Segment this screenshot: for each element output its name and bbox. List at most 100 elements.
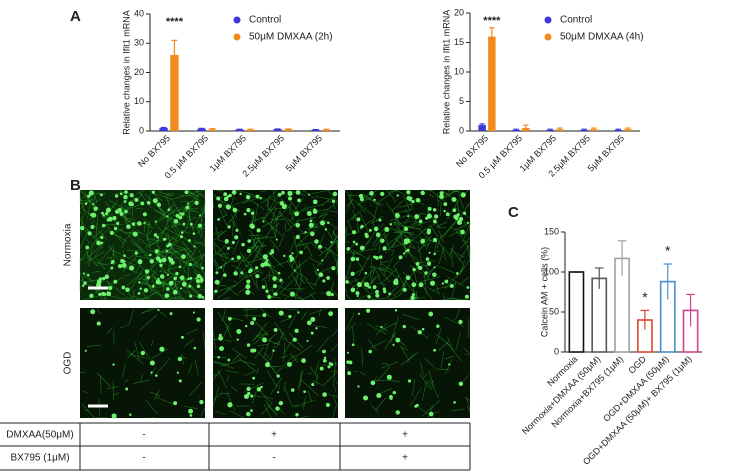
neurite [153,209,170,219]
neurite [262,342,270,360]
cell-body [262,220,265,223]
cell-body [87,194,91,198]
neurite [231,386,238,392]
neurite [279,274,299,295]
cell-body [427,228,431,233]
neurite [139,192,152,208]
neurite [400,345,409,360]
cell-body [236,338,239,341]
cell-body [217,203,223,208]
neurite [451,281,457,299]
cell-body [332,191,338,197]
y-axis-label: Relative changes in Ifit1 mRNA [121,10,131,135]
cell-body [239,192,242,196]
neurite [151,340,154,347]
cell-body [122,260,126,263]
neurite [188,189,200,196]
cell-body [277,192,282,197]
neurite [159,189,162,193]
neurite [444,192,451,197]
cell-body [346,360,350,364]
neurite [429,223,439,238]
neurite [263,403,272,419]
cell-body [295,190,301,195]
neurite [375,322,388,336]
cell-body [236,255,241,260]
cell-body [352,230,357,235]
neurite [315,360,320,375]
neurite [347,279,358,284]
neurite [304,203,324,209]
neurite [162,220,170,234]
cell-body [364,282,370,288]
neurite [318,212,329,218]
neurite [203,236,206,248]
cell-body [355,291,360,296]
neurite [256,367,259,375]
cell-body [179,235,183,239]
neurite [312,243,323,253]
neurite [395,220,413,225]
cell-body [363,395,369,401]
y-tick-label: 0 [554,346,559,356]
cell-body [279,201,284,206]
cell-body [140,201,145,206]
neurite [268,253,284,268]
neurite [297,236,307,248]
cell-body [128,201,133,206]
y-tick-label: 40 [134,8,144,18]
cell-body [162,237,166,241]
cell-body [156,202,162,207]
cell-body [292,337,297,342]
neurite [212,374,217,376]
neurite [459,258,471,275]
y-tick-label: 30 [134,38,144,48]
neurite [295,217,316,222]
neurite [222,322,231,341]
neurite [92,228,104,239]
neurite [352,209,357,222]
cell-body [373,226,379,232]
cell-body [134,197,139,202]
neurite [293,406,298,408]
neurite [333,396,339,409]
table-cell: - [272,453,275,464]
neurite [94,262,106,265]
cell-body [244,324,248,328]
cell-body [223,273,227,277]
cell-body [250,394,254,398]
cell-body [165,249,168,253]
bar [273,129,282,131]
x-tick-label: 5μM BX795 [586,133,626,173]
cell-body [124,190,128,194]
neurite [138,341,151,360]
neurite [141,291,148,301]
neurite [322,370,339,387]
neurite [110,276,124,285]
cell-body [98,292,102,296]
neurite [79,233,88,250]
neurite [378,267,386,273]
neurite [158,273,176,287]
neurite [192,212,204,228]
neurite [146,238,162,242]
cell-body [178,265,182,269]
y-axis-label: Calcein AM + cells (%) [539,247,549,337]
neurite [264,399,276,414]
neurite [253,248,272,265]
cell-body [418,282,424,288]
neurite [377,189,396,204]
neurite [266,370,278,388]
cell-body [231,257,234,261]
neurite [98,190,100,196]
neurite [194,359,199,376]
neurite [388,298,393,301]
bar [284,129,293,131]
cell-body [389,222,393,226]
neurite [106,386,118,390]
neurite [192,254,206,266]
x-tick-label: No BX795 [454,133,490,169]
cell-body [271,250,275,254]
neurite [184,249,203,270]
cell-body [173,401,178,406]
